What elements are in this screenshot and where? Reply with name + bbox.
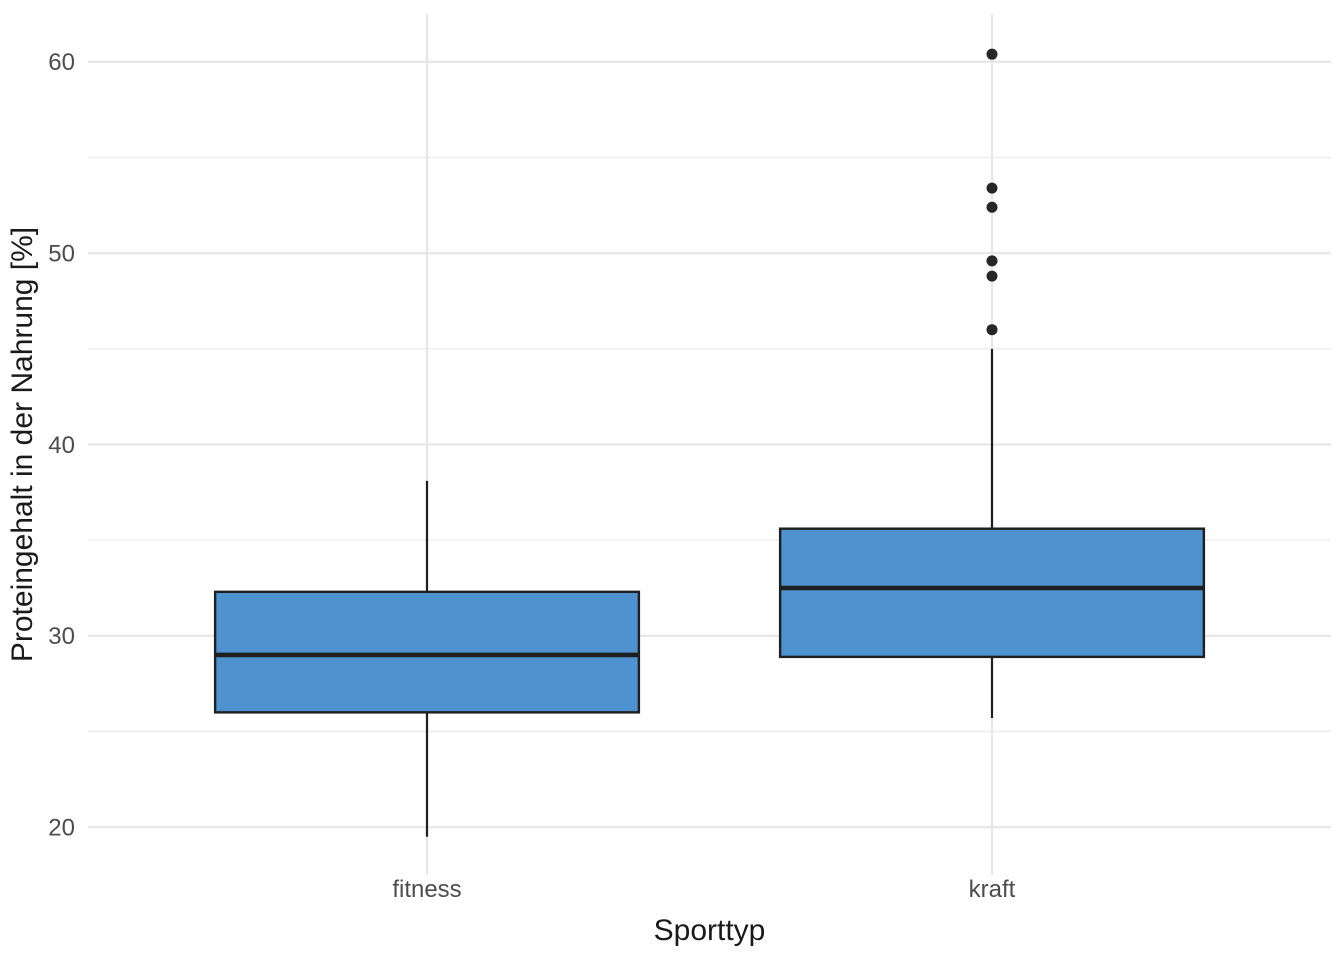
y-tick-label: 30	[48, 623, 75, 650]
outlier-point	[986, 324, 998, 336]
boxplot-kraft	[778, 48, 1206, 719]
iqr-box	[213, 590, 641, 714]
boxplot-glyphs	[213, 48, 1206, 837]
y-tick-label: 20	[48, 815, 75, 842]
outlier-point	[986, 182, 998, 194]
y-tick-label: 50	[48, 241, 75, 268]
iqr-box	[778, 527, 1206, 659]
y-axis-title: Proteingehalt in der Nahrung [%]	[6, 227, 39, 662]
y-tick-label: 60	[48, 49, 75, 76]
outlier-point	[986, 270, 998, 282]
x-axis-title: Sporttyp	[654, 914, 766, 947]
y-axis-tick-labels: 20 30 40 50 60	[48, 49, 75, 841]
boxplot-fitness	[213, 480, 641, 837]
x-tick-label: kraft	[969, 876, 1016, 903]
outlier-point	[986, 201, 998, 213]
y-tick-label: 40	[48, 432, 75, 459]
x-tick-label: fitness	[392, 876, 461, 903]
x-axis-tick-labels: fitness kraft	[392, 876, 1015, 903]
outlier-point	[986, 255, 998, 267]
outlier-point	[986, 48, 998, 60]
